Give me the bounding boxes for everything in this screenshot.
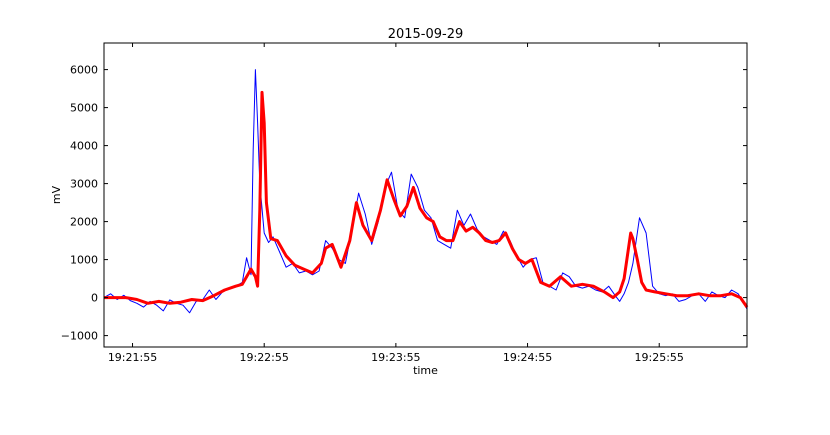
- y-tick-label: 2000: [70, 216, 98, 229]
- series-line-smoothed: [104, 90, 749, 308]
- y-tick-label: 1000: [70, 254, 98, 267]
- y-tick-label: −1000: [61, 330, 98, 343]
- x-tick-label: 19:21:55: [108, 351, 157, 364]
- y-tick-label: 4000: [70, 140, 98, 153]
- plot-frame: [103, 42, 748, 348]
- x-tick-label: 19:22:55: [239, 351, 288, 364]
- series-layer: [103, 69, 749, 314]
- x-tick-label: 19:25:55: [635, 351, 684, 364]
- x-tick-label: 19:24:55: [503, 351, 552, 364]
- y-axis: −1000 0 1000 2000 3000 4000 5000 6000: [61, 64, 747, 343]
- x-axis-title: time: [413, 364, 438, 377]
- y-tick-label: 5000: [70, 102, 98, 115]
- y-tick-label: 3000: [70, 178, 98, 191]
- chart-title: 2015-09-29: [388, 27, 464, 42]
- series-line-raw: [103, 69, 748, 314]
- y-tick-label: 6000: [70, 64, 98, 77]
- y-tick-label: 0: [91, 292, 98, 305]
- x-axis: 19:21:55 19:22:55 19:23:55 19:24:55 19:25:55: [108, 43, 684, 364]
- y-axis-title: mV: [50, 185, 63, 204]
- x-tick-label: 19:23:55: [371, 351, 420, 364]
